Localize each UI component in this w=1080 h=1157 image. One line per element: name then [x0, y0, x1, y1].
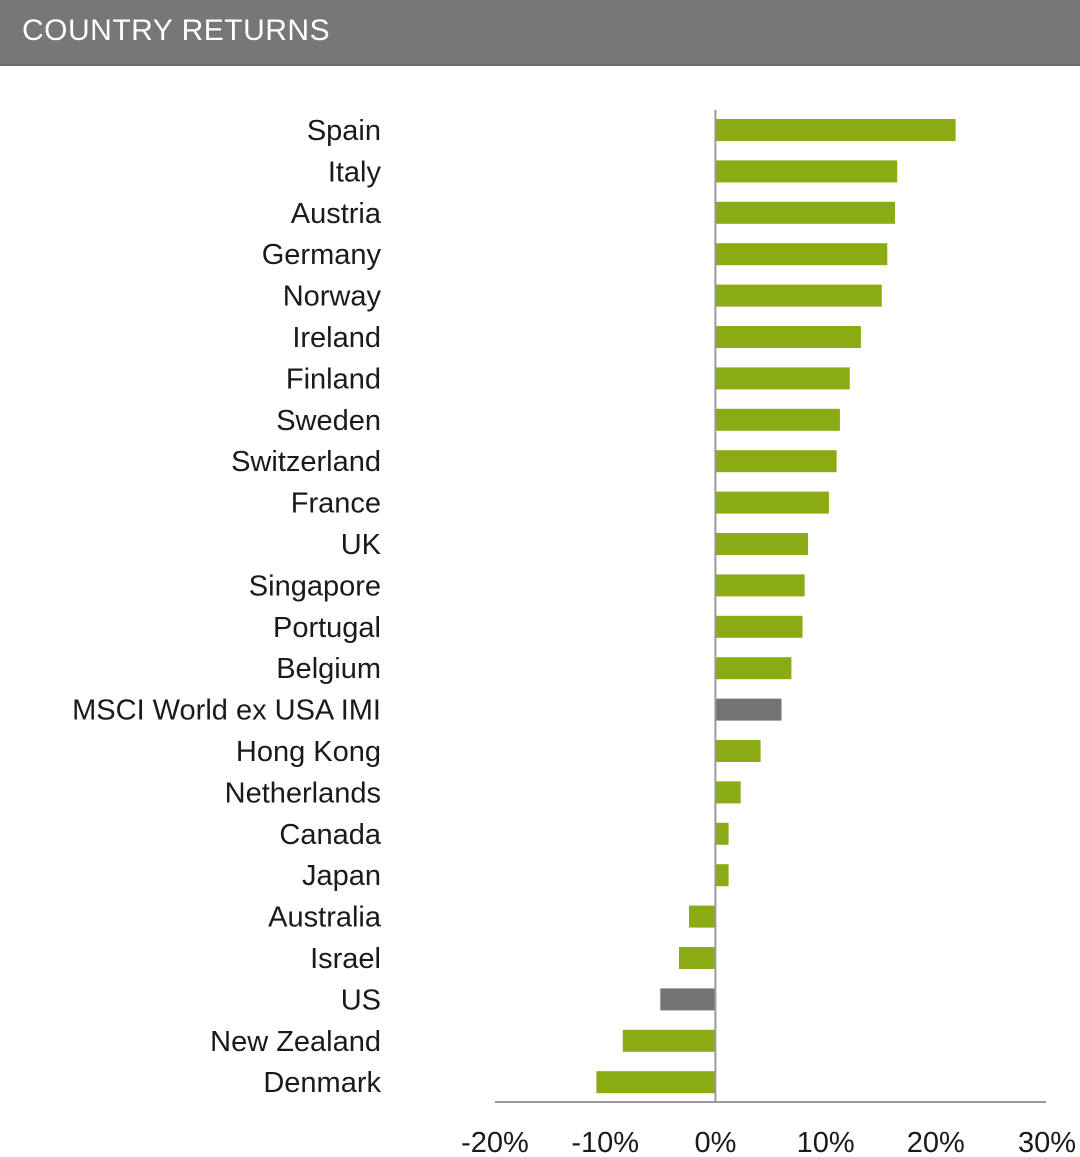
category-label-netherlands: Netherlands: [225, 777, 381, 809]
bar-new-zealand: [622, 1029, 716, 1052]
bar-germany: [715, 243, 888, 266]
x-tick-label: -20%: [461, 1127, 529, 1157]
x-tick-label: -10%: [571, 1127, 639, 1157]
x-tick-label: 10%: [797, 1127, 855, 1157]
bar-austria: [715, 201, 895, 224]
x-tick-label: 20%: [907, 1127, 965, 1157]
bar-italy: [715, 160, 898, 183]
category-label-singapore: Singapore: [249, 570, 381, 602]
category-labels-layer: Spain Italy Austria Germany Norway Ireland Fin…: [72, 115, 382, 1099]
bar-singapore: [715, 574, 805, 597]
bar-denmark: [596, 1071, 716, 1094]
bar-spain: [715, 119, 956, 141]
category-label-norway: Norway: [283, 281, 382, 313]
category-label-japan: Japan: [302, 860, 381, 892]
category-label-belgium: Belgium: [276, 653, 381, 685]
bar-belgium: [715, 657, 792, 680]
category-label-canada: Canada: [279, 819, 381, 851]
bar-sweden: [715, 408, 840, 431]
category-label-sweden: Sweden: [276, 405, 381, 437]
bar-uk: [715, 533, 808, 555]
bar-ireland: [715, 326, 861, 348]
bar-canada: [715, 822, 729, 845]
x-tick-labels-layer: -20% -10% 0% 10% 20% 30%: [461, 1127, 1076, 1157]
bar-france: [715, 491, 829, 514]
category-label-new-zealand: New Zealand: [210, 1026, 381, 1058]
category-label-hong-kong: Hong Kong: [236, 736, 381, 768]
bars-layer: [596, 119, 956, 1094]
bar-portugal: [715, 615, 803, 638]
category-label-germany: Germany: [262, 239, 382, 271]
x-tick-label: 30%: [1018, 1127, 1076, 1157]
category-label-uk: UK: [341, 529, 382, 561]
bar-us: [660, 988, 716, 1011]
x-tick-label: 0%: [694, 1127, 736, 1157]
category-label-israel: Israel: [310, 943, 381, 975]
bar-msci-world-ex-usa-imi: [715, 698, 782, 721]
bar-israel: [679, 947, 716, 969]
category-label-austria: Austria: [291, 198, 382, 230]
bar-netherlands: [715, 781, 741, 804]
chart-title: COUNTRY RETURNS: [22, 14, 331, 47]
category-label-australia: Australia: [268, 902, 382, 934]
bar-hong-kong: [715, 740, 761, 762]
category-label-msci-world-ex-usa-imi: MSCI World ex USA IMI: [72, 695, 381, 727]
category-label-portugal: Portugal: [273, 612, 381, 644]
category-label-spain: Spain: [307, 115, 381, 147]
header-bar: COUNTRY RETURNS: [0, 0, 1080, 66]
bar-australia: [689, 905, 716, 928]
category-label-italy: Italy: [328, 156, 382, 188]
category-label-finland: Finland: [286, 363, 381, 395]
category-label-switzerland: Switzerland: [231, 446, 381, 478]
category-label-us: US: [341, 984, 381, 1016]
category-label-france: France: [291, 488, 381, 520]
bar-norway: [715, 284, 882, 307]
category-label-ireland: Ireland: [292, 322, 381, 354]
category-label-denmark: Denmark: [263, 1067, 381, 1099]
bar-japan: [715, 864, 729, 887]
bar-switzerland: [715, 450, 837, 473]
bar-finland: [715, 367, 850, 390]
